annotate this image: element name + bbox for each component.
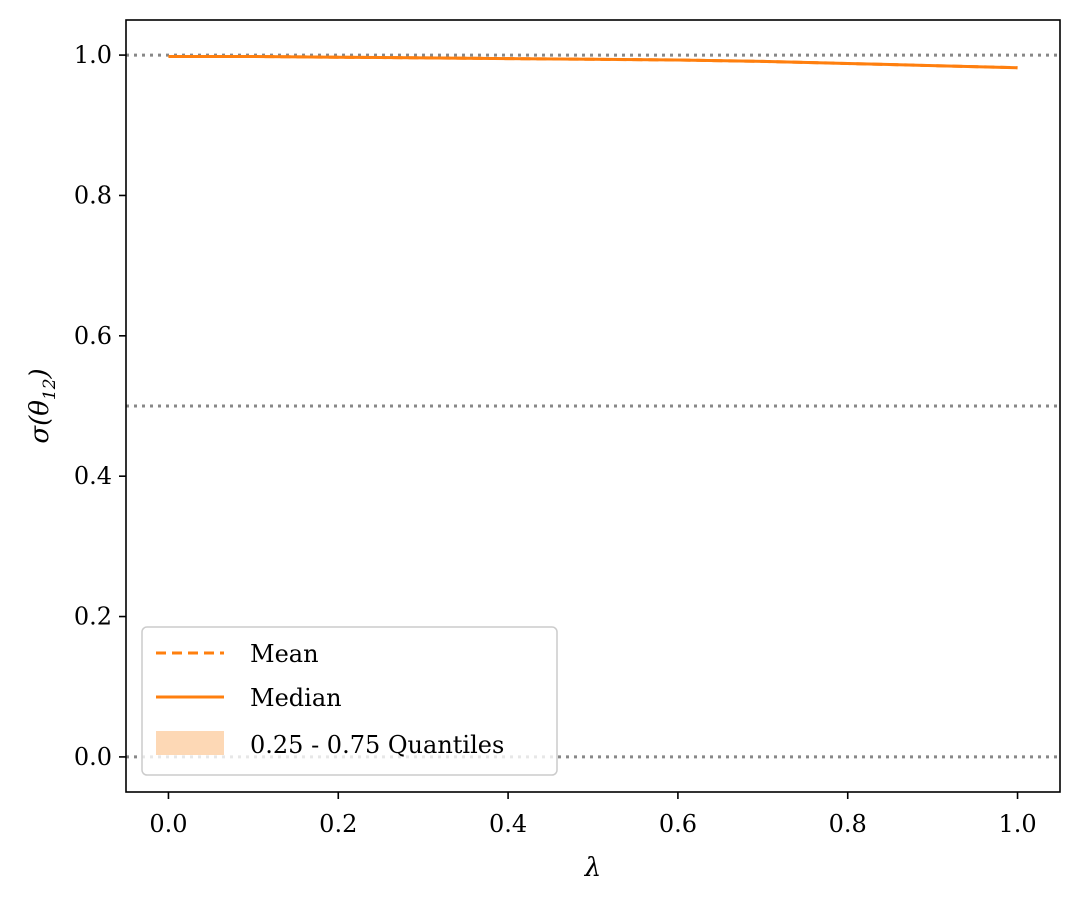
legend: Mean Median 0.25 - 0.75 Quantiles (141, 626, 558, 776)
x-axis-label: λ (584, 853, 601, 883)
y-tick-label: 1.0 (74, 41, 112, 69)
legend-box (141, 626, 558, 776)
y-tick-label: 0.6 (74, 322, 112, 350)
reference-lines (126, 53, 1060, 759)
y-tick-label: 0.2 (74, 603, 112, 631)
y-axis-label-close: ) (25, 368, 55, 379)
y-tick-label: 0.0 (74, 743, 112, 771)
x-tick-label: 0.4 (489, 810, 527, 838)
x-tick-label: 0.2 (319, 810, 357, 838)
y-axis-label: σ(θ12) (25, 368, 60, 443)
x-tick-label: 0.8 (829, 810, 867, 838)
x-axis-ticks: 0.0 0.2 0.4 0.6 0.8 1.0 (149, 792, 1037, 838)
y-tick-label: 0.8 (74, 181, 112, 209)
y-axis-label-subscript: 12 (40, 378, 60, 400)
legend-quantile-label: 0.25 - 0.75 Quantiles (250, 731, 504, 759)
series-layer (168, 54, 1018, 70)
x-tick-label: 0.0 (149, 810, 187, 838)
legend-quantile-swatch (156, 731, 224, 755)
series-line-median (168, 54, 1018, 70)
y-axis-label-main: σ(θ (25, 400, 55, 444)
legend-median-label: Median (250, 684, 342, 712)
x-tick-label: 0.6 (659, 810, 697, 838)
plot-frame (125, 19, 1061, 793)
y-tick-label: 0.4 (74, 462, 112, 490)
x-tick-label: 1.0 (998, 810, 1036, 838)
y-axis-ticks: 0.0 0.2 0.4 0.6 0.8 1.0 (74, 41, 126, 771)
legend-mean-label: Mean (250, 640, 319, 668)
